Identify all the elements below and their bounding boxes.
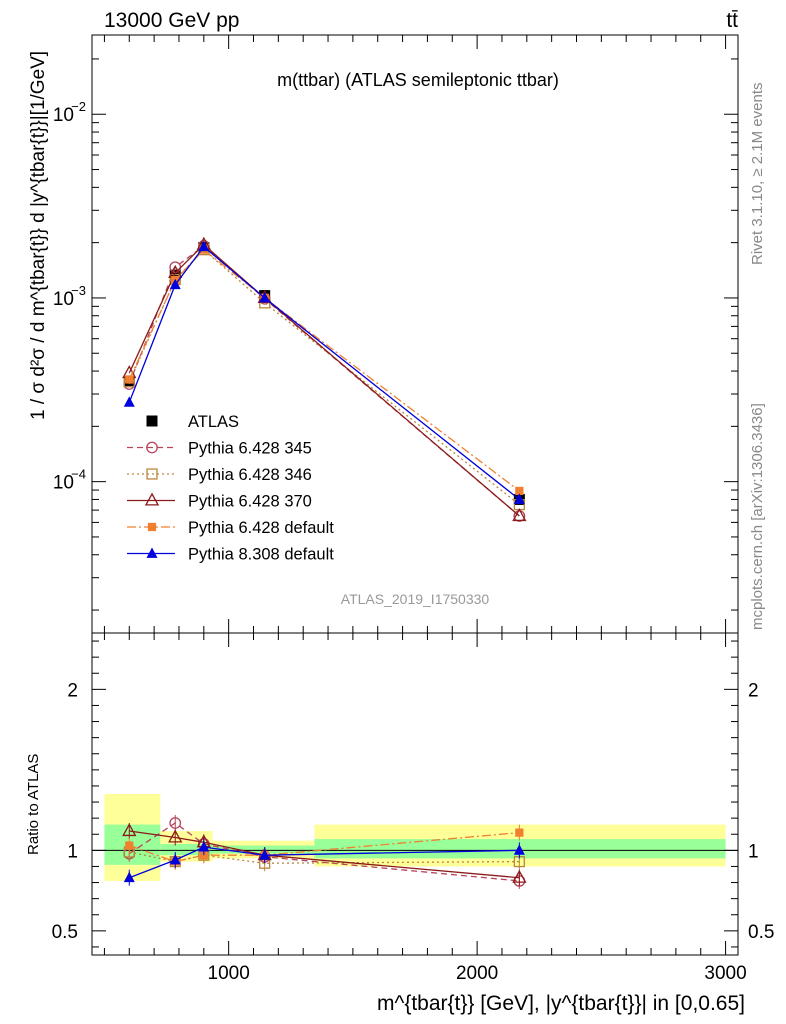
ratio-band-green xyxy=(160,843,213,856)
data-point xyxy=(512,508,527,522)
data-point xyxy=(125,841,134,850)
data-point xyxy=(259,291,271,303)
series-1 xyxy=(123,240,526,522)
main-y-axis-label: 1 / σ d²σ / d m^{tbar{t}} d |y^{tbar{t}}… xyxy=(28,51,49,420)
data-point xyxy=(169,278,181,290)
main-panel: 10−410−310−2 m(ttbar) (ATLAS semileptoni… xyxy=(28,34,739,634)
data-point xyxy=(259,849,271,860)
data-point xyxy=(169,853,181,865)
ratio-ticks: 0.5 0.5 1 1 2 2 1000 2000 3000 xyxy=(52,633,774,984)
x-tick-label: 3000 xyxy=(704,963,746,984)
data-point xyxy=(147,522,157,532)
data-point xyxy=(146,547,158,558)
header-process: tt̄ xyxy=(726,9,738,32)
data-point xyxy=(199,851,208,860)
data-point xyxy=(122,823,137,837)
data-point xyxy=(512,869,527,883)
ratio-series xyxy=(122,814,527,889)
data-point xyxy=(513,510,526,522)
ratio-y-axis-label: Ratio to ATLAS xyxy=(25,754,42,855)
legend-entry: Pythia 6.428 345 xyxy=(127,440,312,458)
data-point xyxy=(146,415,158,427)
data-point xyxy=(168,829,183,843)
legend-label: Pythia 6.428 370 xyxy=(188,493,312,511)
x-axis-label: m^{tbar{t}} [GeV], |y^{tbar{t}}| in [0,0… xyxy=(377,992,745,1015)
data-point xyxy=(169,817,182,829)
data-point xyxy=(515,486,524,496)
ratio-y-tick-label-right: 2 xyxy=(748,680,759,701)
ratio-panel: 0.5 0.5 1 1 2 2 1000 2000 3000 Ratio to ATLAS m^… xyxy=(25,632,774,1015)
legend-label: ATLAS xyxy=(188,413,239,431)
main-series xyxy=(122,236,527,522)
main-frame xyxy=(91,34,739,634)
watermark: ATLAS_2019_I1750330 xyxy=(341,591,490,607)
main-ticks: 10−410−310−2 xyxy=(53,35,738,633)
main-y-tick-label: 10 xyxy=(53,473,74,494)
series-3 xyxy=(122,236,527,522)
data-point xyxy=(198,240,210,252)
legend-entry: Pythia 6.428 default xyxy=(127,519,334,537)
x-tick-label: 1000 xyxy=(208,963,250,984)
main-y-tick-label: 10 xyxy=(53,289,74,310)
main-y-tick-label-exponent: −4 xyxy=(71,467,86,482)
main-y-tick-label: 10 xyxy=(53,105,74,126)
ratio-y-tick-label-right: 1 xyxy=(748,841,759,862)
ratio-series-4 xyxy=(123,839,525,886)
mcplots-label: mcplots.cern.ch [arXiv:1306.3436] xyxy=(749,403,766,630)
data-point xyxy=(513,493,525,504)
header-energy: 13000 GeV pp xyxy=(104,9,239,32)
ratio-y-tick-label: 0.5 xyxy=(52,922,78,943)
ratio-frame xyxy=(91,632,739,956)
ratio-y-tick-label: 2 xyxy=(67,680,78,701)
data-point xyxy=(123,871,135,883)
chart-title: m(ttbar) (ATLAS semileptonic ttbar) xyxy=(277,70,559,90)
data-point xyxy=(515,828,524,837)
data-point xyxy=(146,468,158,480)
data-point xyxy=(123,396,135,407)
legend-entry: ATLAS xyxy=(146,413,239,431)
legend-label: Pythia 8.308 default xyxy=(188,546,334,564)
rivet-label: Rivet 3.1.10, ≥ 2.1M events xyxy=(749,83,766,266)
series-4 xyxy=(125,245,524,496)
ratio-y-tick-label: 1 xyxy=(67,841,78,862)
series-line xyxy=(128,248,520,492)
main-y-tick-label-exponent: −2 xyxy=(71,99,86,114)
data-point xyxy=(146,441,158,454)
data-point xyxy=(125,375,134,384)
legend-entry: Pythia 6.428 370 xyxy=(127,493,312,511)
legend-entry: Pythia 6.428 346 xyxy=(127,466,312,484)
ratio-series-line xyxy=(129,831,520,863)
x-tick-label: 2000 xyxy=(456,963,498,984)
series-0 xyxy=(123,242,525,505)
ratio-y-tick-label-right: 0.5 xyxy=(748,922,774,943)
data-point xyxy=(198,841,210,852)
data-point xyxy=(144,492,160,506)
series-5 xyxy=(123,240,525,504)
legend-label: Pythia 6.428 345 xyxy=(188,440,312,458)
legend-label: Pythia 6.428 346 xyxy=(188,466,312,484)
series-line xyxy=(128,245,520,500)
data-point xyxy=(513,844,525,855)
legend: ATLAS Pythia 6.428 345 Pythia 6.428 346 Pyt… xyxy=(127,413,334,564)
legend-entry: Pythia 8.308 default xyxy=(127,546,334,564)
legend-label: Pythia 6.428 default xyxy=(188,519,334,537)
main-y-tick-label-exponent: −3 xyxy=(71,283,86,298)
